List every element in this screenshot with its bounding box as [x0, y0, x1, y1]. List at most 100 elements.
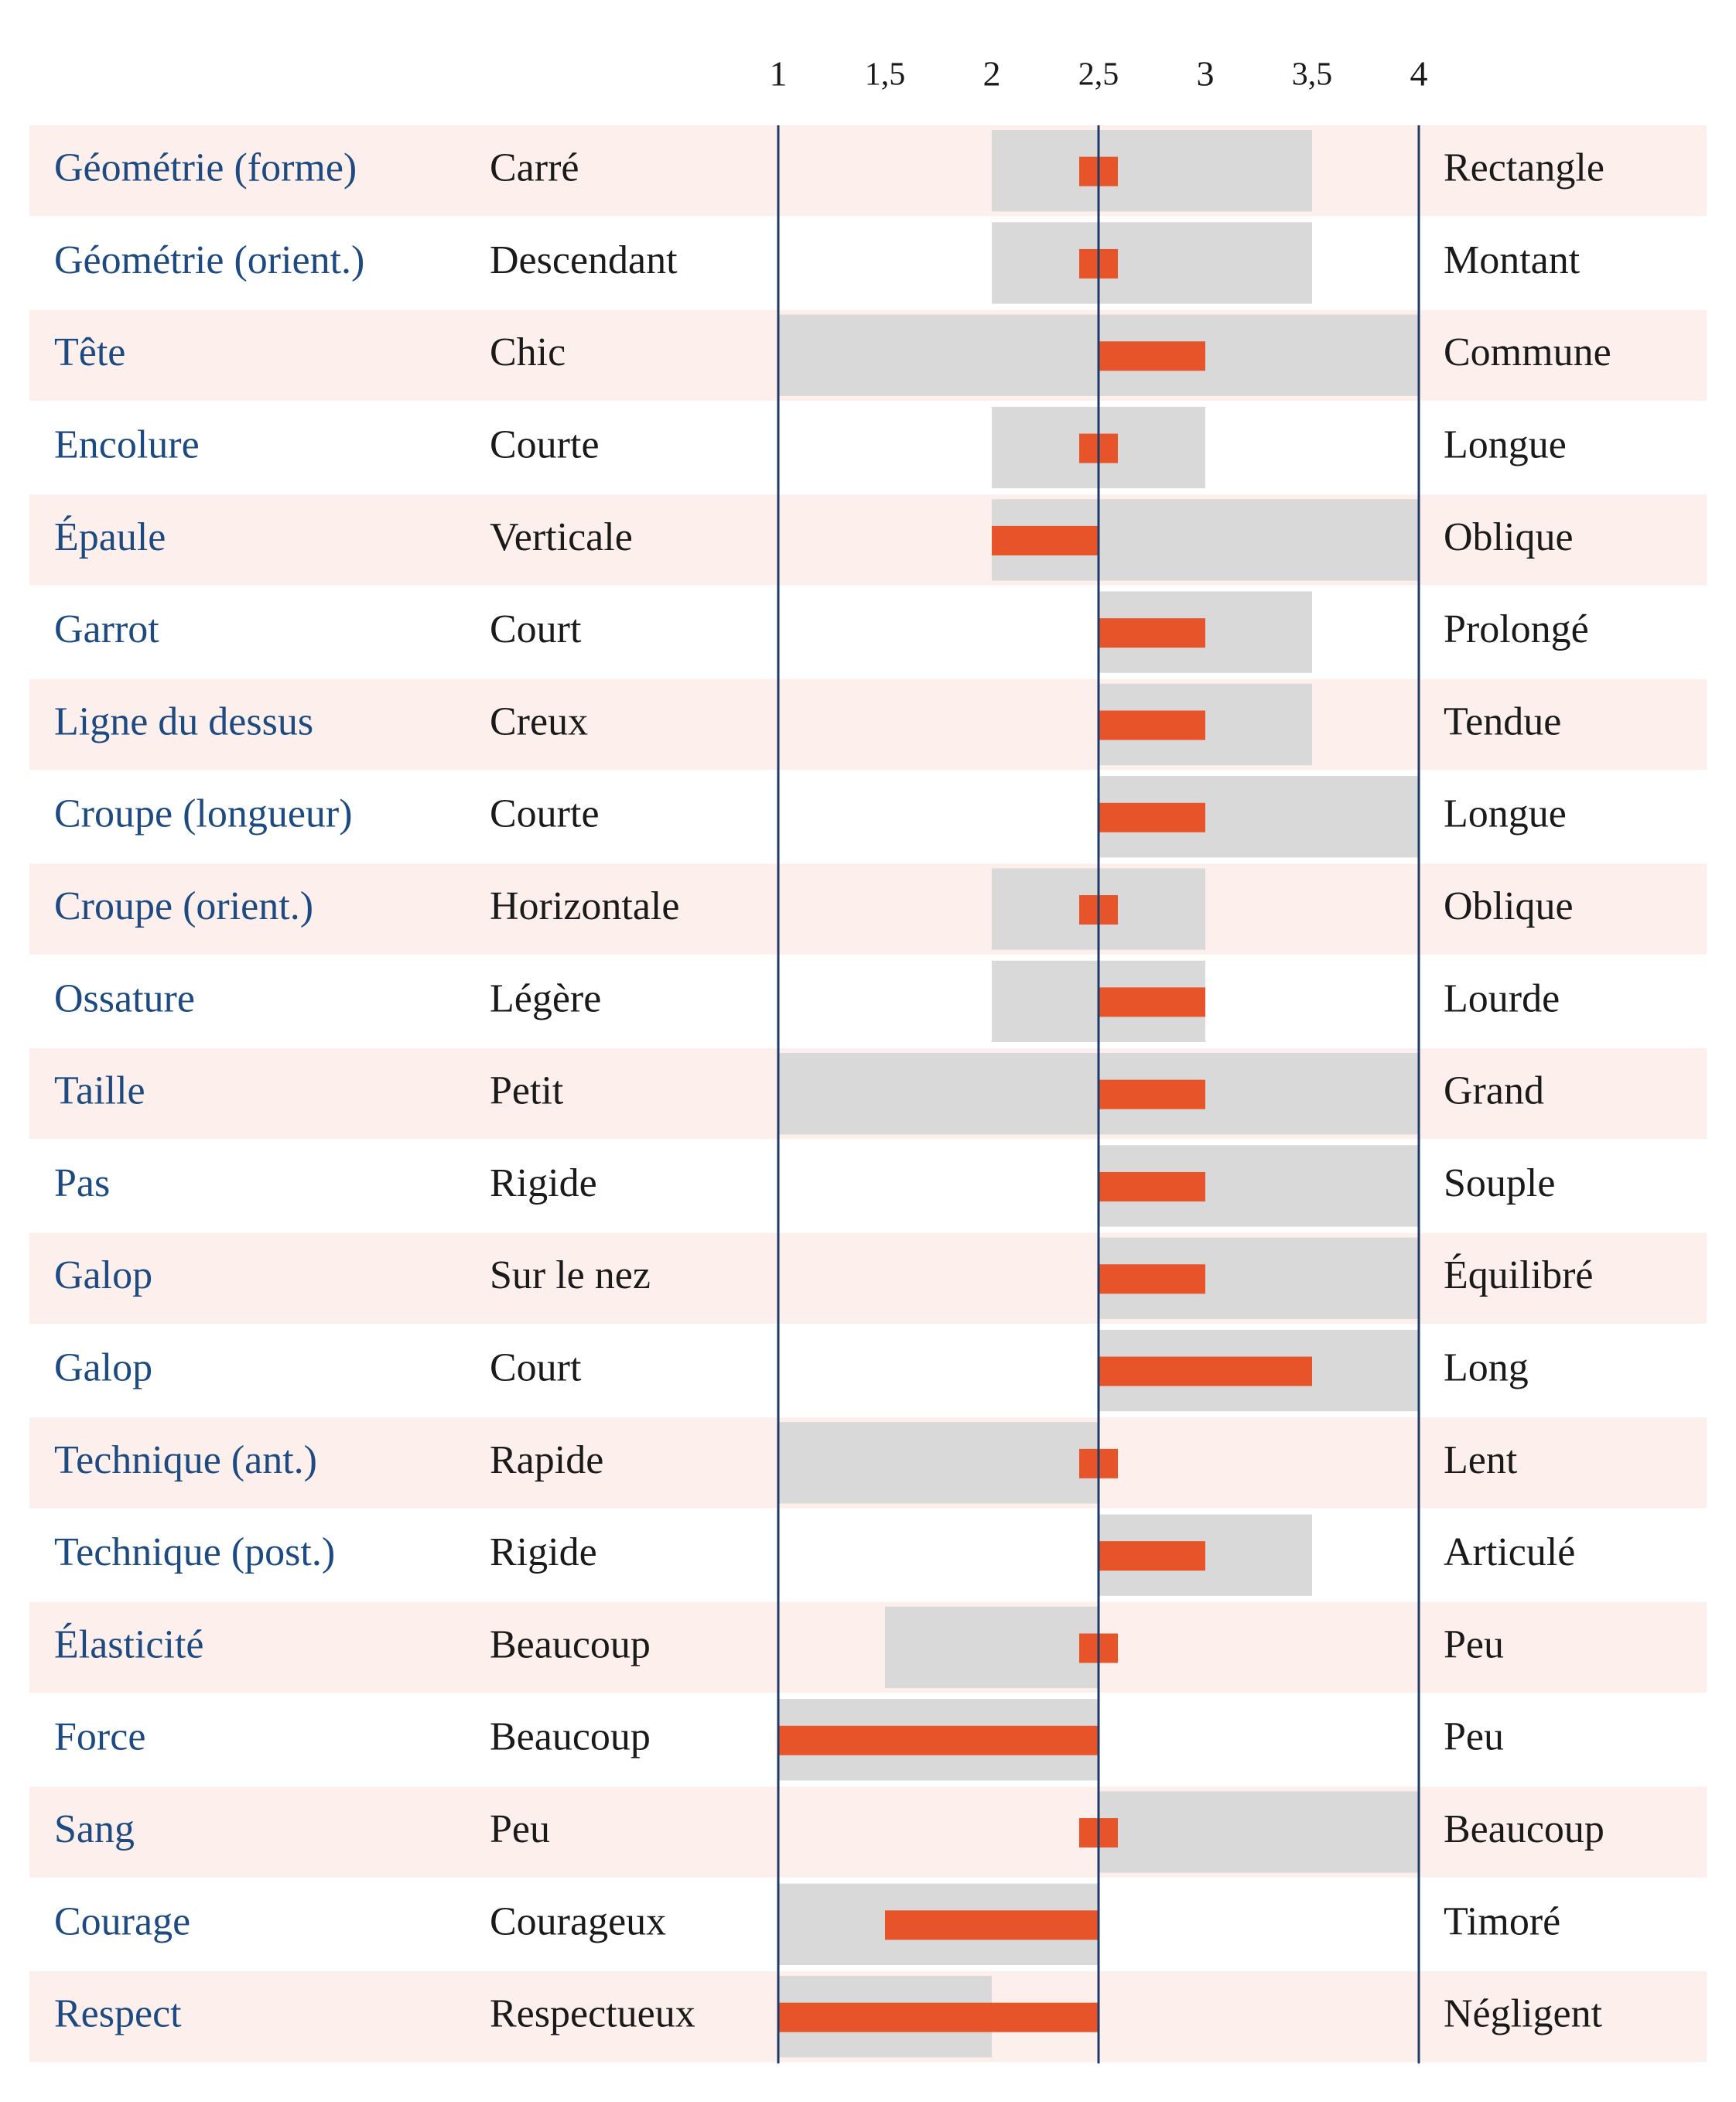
row-stripe — [29, 863, 1707, 955]
row-label: Technique (ant.) — [54, 1438, 317, 1482]
value-bar — [778, 2002, 1099, 2032]
high-label: Beaucoup — [1444, 1807, 1604, 1851]
value-bar — [1099, 1541, 1205, 1571]
value-bar — [1099, 341, 1205, 371]
tick-label: 1 — [770, 54, 788, 94]
low-label: Sur le nez — [490, 1253, 651, 1297]
row-label: Élasticité — [54, 1622, 203, 1666]
low-label: Carré — [490, 146, 579, 190]
value-bar — [1099, 1079, 1205, 1109]
low-label: Rigide — [490, 1530, 597, 1574]
row-label: Ossature — [54, 976, 195, 1020]
row-stripe — [29, 1786, 1707, 1878]
low-label: Verticale — [490, 515, 633, 559]
row-label: Épaule — [54, 514, 166, 559]
high-label: Négligent — [1444, 1992, 1603, 2036]
row-labels: Géométrie (forme) Carré Rectangle Géométrie… — [54, 146, 1611, 2036]
low-label: Creux — [490, 699, 588, 743]
value-bar — [1099, 802, 1205, 832]
row-stripe — [29, 678, 1707, 771]
high-label: Souple — [1444, 1161, 1555, 1205]
low-label: Courte — [490, 792, 600, 836]
value-bar — [1099, 1264, 1205, 1294]
low-label: Chic — [490, 330, 566, 374]
tick-labels: 1 1,5 2 2,5 3 3,5 4 — [770, 54, 1428, 94]
range-band — [778, 1422, 1099, 1504]
high-label: Timoré — [1444, 1899, 1560, 1943]
low-label: Court — [490, 1345, 582, 1389]
high-label: Grand — [1444, 1069, 1544, 1113]
high-label: Articulé — [1444, 1530, 1575, 1574]
range-band — [992, 222, 1312, 304]
tick-label: 2,5 — [1078, 57, 1119, 93]
high-label: Prolongé — [1444, 607, 1589, 651]
row-label: Géométrie (forme) — [54, 146, 357, 190]
low-label: Beaucoup — [490, 1622, 651, 1666]
row-label: Garrot — [54, 607, 159, 651]
value-bar — [1099, 1171, 1205, 1201]
row-label: Ligne du dessus — [54, 699, 313, 743]
value-bar — [885, 1910, 1099, 1940]
row-label: Géométrie (orient.) — [54, 238, 364, 282]
row-label: Taille — [54, 1069, 145, 1113]
row-label: Croupe (orient.) — [54, 884, 313, 928]
tick-label: 4 — [1410, 54, 1428, 94]
high-label: Rectangle — [1444, 146, 1604, 190]
low-label: Descendant — [490, 238, 678, 282]
row-stripe — [29, 494, 1707, 586]
range-band — [885, 1606, 1099, 1689]
value-bar — [1099, 618, 1205, 648]
row-label: Croupe (longueur) — [54, 792, 353, 836]
low-label: Courageux — [490, 1899, 666, 1943]
axis-lines — [777, 125, 1420, 2064]
high-label: Lent — [1444, 1438, 1518, 1482]
low-label: Petit — [490, 1069, 564, 1113]
low-label: Rigide — [490, 1161, 597, 1205]
tick-label: 3 — [1197, 54, 1215, 94]
value-bar — [1099, 710, 1205, 740]
row-stripe — [29, 1232, 1707, 1324]
high-label: Long — [1444, 1345, 1529, 1389]
value-bars — [778, 156, 1312, 2032]
high-label: Oblique — [1444, 515, 1574, 559]
high-label: Oblique — [1444, 884, 1574, 928]
row-label: Respect — [54, 1992, 182, 2036]
low-label: Courte — [490, 422, 600, 467]
row-stripe — [29, 1601, 1707, 1694]
high-label: Tendue — [1444, 699, 1561, 743]
row-label: Tête — [54, 330, 125, 374]
high-label: Montant — [1444, 238, 1581, 282]
row-label: Galop — [54, 1253, 152, 1297]
row-label: Encolure — [54, 422, 200, 467]
low-label: Beaucoup — [490, 1715, 651, 1759]
low-label: Légère — [490, 976, 601, 1020]
tick-label: 1,5 — [865, 57, 906, 93]
value-bar — [778, 1725, 1099, 1755]
high-label: Commune — [1444, 330, 1611, 374]
value-bar — [1099, 1356, 1312, 1386]
low-label: Rapide — [490, 1438, 603, 1482]
row-label: Galop — [54, 1345, 152, 1389]
row-stripe — [29, 125, 1707, 217]
value-bar — [1099, 987, 1205, 1017]
low-label: Peu — [490, 1807, 550, 1851]
range-band — [1099, 1791, 1419, 1873]
high-label: Lourde — [1444, 976, 1560, 1020]
high-label: Peu — [1444, 1715, 1504, 1759]
row-label: Courage — [54, 1899, 190, 1943]
high-label: Équilibré — [1444, 1253, 1594, 1297]
row-label: Force — [54, 1715, 145, 1759]
low-label: Respectueux — [490, 1992, 695, 2036]
low-label: Court — [490, 607, 582, 651]
tick-label: 2 — [983, 54, 1001, 94]
high-label: Longue — [1444, 422, 1567, 467]
high-label: Longue — [1444, 792, 1567, 836]
range-band — [992, 130, 1312, 212]
row-label: Technique (post.) — [54, 1530, 335, 1574]
row-label: Sang — [54, 1807, 135, 1851]
row-label: Pas — [54, 1161, 110, 1205]
high-label: Peu — [1444, 1622, 1504, 1666]
value-bar — [992, 525, 1099, 555]
tick-label: 3,5 — [1292, 57, 1333, 93]
